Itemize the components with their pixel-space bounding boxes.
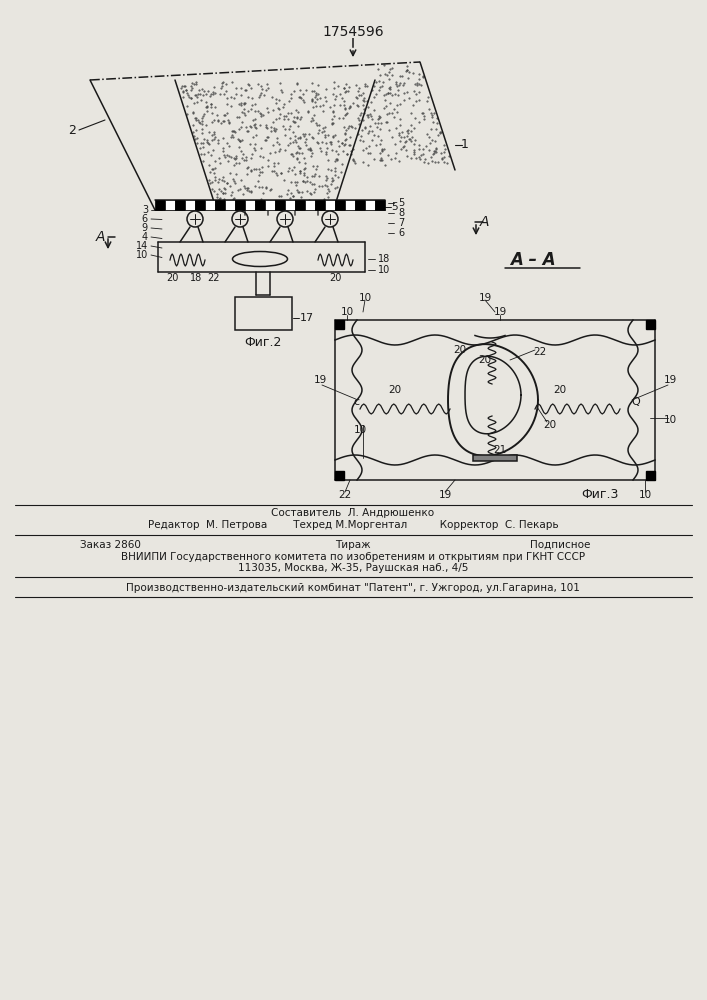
Bar [335, 200, 345, 210]
Bar [325, 200, 335, 210]
Text: 20: 20 [554, 385, 566, 395]
Text: 19: 19 [493, 307, 507, 317]
Bar [235, 297, 292, 330]
Bar [285, 200, 295, 210]
Bar [335, 471, 344, 480]
Text: 10: 10 [341, 307, 354, 317]
Text: Тираж: Тираж [335, 540, 370, 550]
Text: 5: 5 [398, 198, 404, 208]
Ellipse shape [233, 251, 288, 266]
Text: Фиг.2: Фиг.2 [245, 336, 281, 350]
Text: 20: 20 [388, 385, 402, 395]
Text: 1754596: 1754596 [322, 25, 384, 39]
Text: 14: 14 [136, 241, 148, 251]
Text: 2: 2 [68, 123, 76, 136]
Text: 10: 10 [358, 293, 372, 303]
Bar [255, 200, 265, 210]
Text: 21: 21 [493, 445, 507, 455]
Text: Редактор  М. Петрова        Техред М.Моргентал          Корректор  С. Пекарь: Редактор М. Петрова Техред М.Моргентал К… [148, 520, 559, 530]
Text: А – А: А – А [510, 251, 556, 269]
Text: 10: 10 [638, 490, 652, 500]
Text: 18: 18 [378, 254, 390, 264]
Bar [365, 200, 375, 210]
Bar [315, 200, 325, 210]
Text: 22: 22 [208, 273, 221, 283]
Text: 4: 4 [142, 232, 148, 242]
Text: Фиг.3: Фиг.3 [581, 488, 619, 502]
Text: ВНИИПИ Государственного комитета по изобретениям и открытиям при ГКНТ СССР: ВНИИПИ Государственного комитета по изоб… [121, 552, 585, 562]
Bar [155, 200, 165, 210]
Text: 6: 6 [398, 228, 404, 238]
Text: А: А [95, 230, 105, 244]
Bar [195, 200, 205, 210]
Text: А: А [480, 215, 489, 229]
Bar [335, 320, 344, 329]
Bar [225, 200, 235, 210]
Text: 3: 3 [142, 205, 148, 215]
Text: 19: 19 [438, 490, 452, 500]
Bar [265, 200, 275, 210]
Bar [646, 471, 655, 480]
Bar [646, 320, 655, 329]
Bar [175, 200, 185, 210]
Text: Производственно-издательский комбинат "Патент", г. Ужгород, ул.Гагарина, 101: Производственно-издательский комбинат "П… [126, 583, 580, 593]
Bar [275, 200, 285, 210]
Text: с: с [353, 397, 359, 407]
Text: 7: 7 [398, 218, 404, 228]
Text: 17: 17 [300, 313, 314, 323]
Bar [345, 200, 355, 210]
Text: 22: 22 [339, 490, 351, 500]
Bar [235, 200, 245, 210]
Text: 5: 5 [392, 202, 398, 212]
Text: 20: 20 [479, 355, 491, 365]
Bar [215, 200, 225, 210]
Text: 22: 22 [533, 347, 547, 357]
Text: 8: 8 [398, 208, 404, 218]
Text: 19: 19 [479, 293, 491, 303]
Bar [185, 200, 195, 210]
Bar [473, 455, 517, 461]
Bar [245, 200, 255, 210]
Text: 10: 10 [663, 415, 677, 425]
Text: 113035, Москва, Ж-35, Раушская наб., 4/5: 113035, Москва, Ж-35, Раушская наб., 4/5 [238, 563, 468, 573]
Bar [165, 200, 175, 210]
Text: 1: 1 [461, 138, 469, 151]
Text: 20: 20 [453, 345, 467, 355]
Text: Заказ 2860: Заказ 2860 [80, 540, 141, 550]
Bar [355, 200, 365, 210]
Text: 10: 10 [354, 425, 366, 435]
Text: 9: 9 [142, 223, 148, 233]
Bar [295, 200, 305, 210]
Text: 19: 19 [663, 375, 677, 385]
Text: Q: Q [631, 397, 640, 407]
Bar [305, 200, 315, 210]
Text: 20: 20 [329, 273, 341, 283]
Text: 6: 6 [142, 214, 148, 224]
Text: 20: 20 [544, 420, 556, 430]
Bar [205, 200, 215, 210]
Text: Подписное: Подписное [530, 540, 590, 550]
Text: 20: 20 [166, 273, 178, 283]
Bar [375, 200, 385, 210]
Text: 18: 18 [190, 273, 202, 283]
Text: 10: 10 [136, 250, 148, 260]
Text: 10: 10 [378, 265, 390, 275]
Text: Составитель  Л. Андрюшенко: Составитель Л. Андрюшенко [271, 508, 435, 518]
Text: 19: 19 [313, 375, 327, 385]
